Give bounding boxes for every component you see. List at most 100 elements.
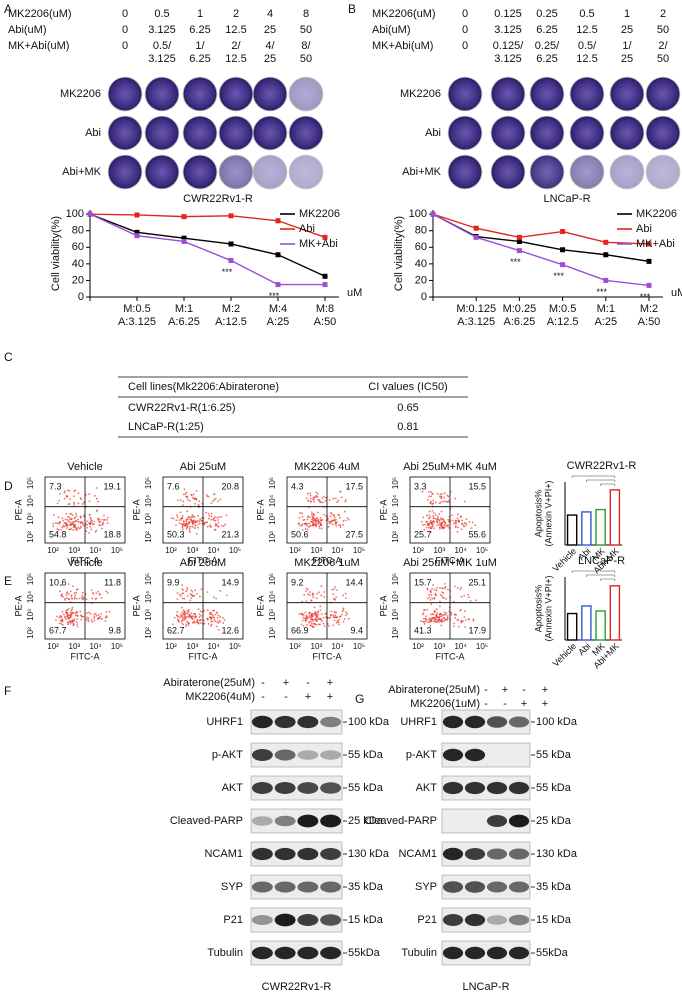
event-dot [65, 611, 68, 614]
panel-letter: A [4, 2, 12, 16]
event-dot [199, 610, 202, 613]
event-dot [304, 527, 307, 530]
event-dot [183, 520, 185, 523]
legend-label: MK+Abi [299, 238, 338, 250]
cell-line-caption: LNCaP-R [543, 193, 590, 205]
event-dot [310, 511, 313, 514]
event-dot [62, 595, 64, 598]
well-stain [448, 116, 482, 150]
event-dot [64, 524, 67, 527]
event-dot [433, 527, 435, 530]
event-dot [320, 527, 323, 530]
event-dot [316, 495, 319, 498]
event-dot [332, 519, 335, 522]
event-dot [183, 619, 185, 622]
dose-value: 0.25 [536, 8, 557, 20]
event-dot [192, 497, 194, 499]
event-dot [451, 519, 454, 522]
event-dot [433, 620, 435, 623]
event-dot [329, 520, 332, 523]
dose-value: 1/ [195, 40, 205, 52]
blot-band [442, 914, 464, 926]
event-dot [213, 493, 216, 496]
event-dot [61, 623, 64, 626]
event-dot [197, 608, 200, 611]
blot-band [274, 946, 296, 960]
event-dot [181, 606, 183, 609]
protein-label: SYP [415, 881, 437, 893]
event-dot [210, 512, 213, 515]
event-dot [181, 504, 184, 507]
event-dot [69, 518, 71, 521]
size-label: 35 kDa [348, 881, 384, 893]
event-dot [225, 594, 228, 597]
event-dot [424, 620, 427, 623]
event-dot [208, 514, 211, 517]
dose-row-label: Abi(uM) [372, 24, 411, 36]
event-dot [56, 528, 59, 531]
event-dot [320, 613, 323, 616]
event-dot [444, 522, 447, 525]
event-dot [333, 619, 336, 622]
event-dot [58, 499, 61, 502]
point [603, 239, 609, 245]
event-dot [77, 520, 80, 523]
event-dot [422, 516, 425, 519]
event-dot [197, 622, 200, 625]
event-dot [328, 520, 330, 523]
flow-y-tick: 10⁵ [144, 573, 153, 585]
flow-x-label: FITC-A [71, 555, 100, 565]
treatment-sign: - [484, 684, 488, 696]
treatment-sign: - [484, 698, 488, 710]
event-dot [200, 614, 202, 617]
x-tick-label: A:12.5 [215, 316, 247, 328]
event-dot [88, 532, 91, 534]
point [646, 258, 652, 264]
flow-x-tick: 10² [289, 642, 301, 651]
significance-bracket [600, 578, 616, 581]
event-dot [191, 523, 194, 526]
flow-y-tick: 10³ [268, 513, 277, 525]
event-dot [422, 524, 424, 526]
flow-x-label: FITC-A [436, 555, 465, 565]
event-dot [73, 516, 76, 519]
event-dot [100, 518, 103, 521]
event-dot [461, 523, 463, 526]
event-dot [442, 500, 444, 503]
event-dot [70, 609, 73, 612]
event-dot [98, 520, 101, 523]
event-dot [182, 493, 185, 496]
event-dot [439, 600, 441, 603]
event-dot [75, 620, 78, 623]
event-dot [426, 608, 429, 611]
event-dot [187, 615, 189, 618]
event-dot [457, 625, 460, 628]
event-dot [56, 615, 58, 618]
event-dot [425, 514, 428, 517]
flow-x-label: FITC-A [436, 651, 465, 661]
protein-label: Cleaved-PARP [170, 815, 243, 827]
blot-band [486, 881, 508, 893]
event-dot [321, 620, 323, 623]
event-dot [441, 587, 444, 590]
x-tick-label: M:1 [597, 303, 615, 315]
quadrant-value: 18.8 [103, 529, 121, 539]
event-dot [465, 524, 468, 526]
event-dot [453, 521, 456, 524]
event-dot [172, 517, 175, 520]
event-dot [207, 623, 210, 625]
dose-value: 8 [303, 8, 309, 20]
event-dot [76, 625, 79, 628]
point [473, 234, 479, 240]
point [603, 277, 609, 283]
event-dot [433, 588, 436, 591]
event-dot [189, 531, 192, 534]
event-dot [190, 494, 193, 497]
x-axis-label: uM [671, 287, 682, 299]
point [560, 229, 566, 235]
event-dot [185, 495, 187, 498]
event-dot [70, 527, 73, 530]
event-dot [298, 516, 301, 519]
dose-value: 0.5 [579, 8, 594, 20]
event-dot [67, 515, 69, 518]
